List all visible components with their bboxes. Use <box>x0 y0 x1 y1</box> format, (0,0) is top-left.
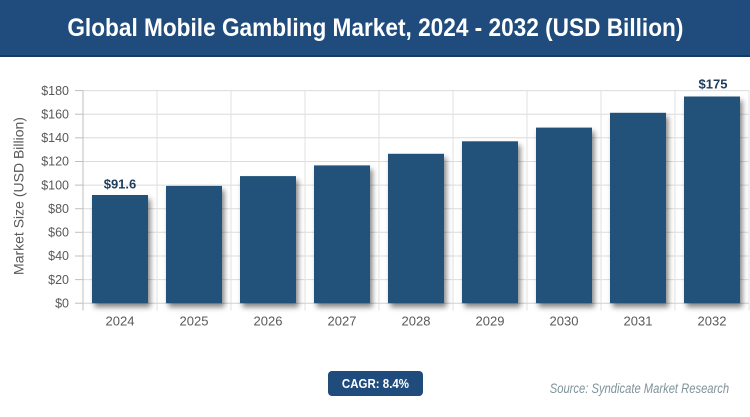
svg-text:2025: 2025 <box>180 314 209 329</box>
svg-text:$160: $160 <box>41 107 69 121</box>
svg-text:$0: $0 <box>55 296 69 310</box>
svg-text:2024: 2024 <box>106 314 135 329</box>
svg-text:$180: $180 <box>41 84 69 98</box>
svg-text:$20: $20 <box>48 273 69 287</box>
svg-text:$175: $175 <box>699 77 728 92</box>
svg-text:$140: $140 <box>41 131 69 145</box>
svg-text:2032: 2032 <box>698 314 727 329</box>
svg-text:$120: $120 <box>41 155 69 169</box>
svg-text:2029: 2029 <box>476 314 505 329</box>
svg-text:$60: $60 <box>48 226 69 240</box>
svg-text:$80: $80 <box>48 202 69 216</box>
svg-text:2030: 2030 <box>550 314 579 329</box>
svg-text:$100: $100 <box>41 178 69 192</box>
svg-text:$40: $40 <box>48 249 69 263</box>
svg-text:2028: 2028 <box>402 314 431 329</box>
svg-text:Market Size (USD Billion): Market Size (USD Billion) <box>11 117 27 275</box>
svg-text:2031: 2031 <box>624 314 653 329</box>
svg-text:$91.6: $91.6 <box>104 177 137 192</box>
svg-text:2026: 2026 <box>254 314 283 329</box>
svg-text:2027: 2027 <box>328 314 357 329</box>
